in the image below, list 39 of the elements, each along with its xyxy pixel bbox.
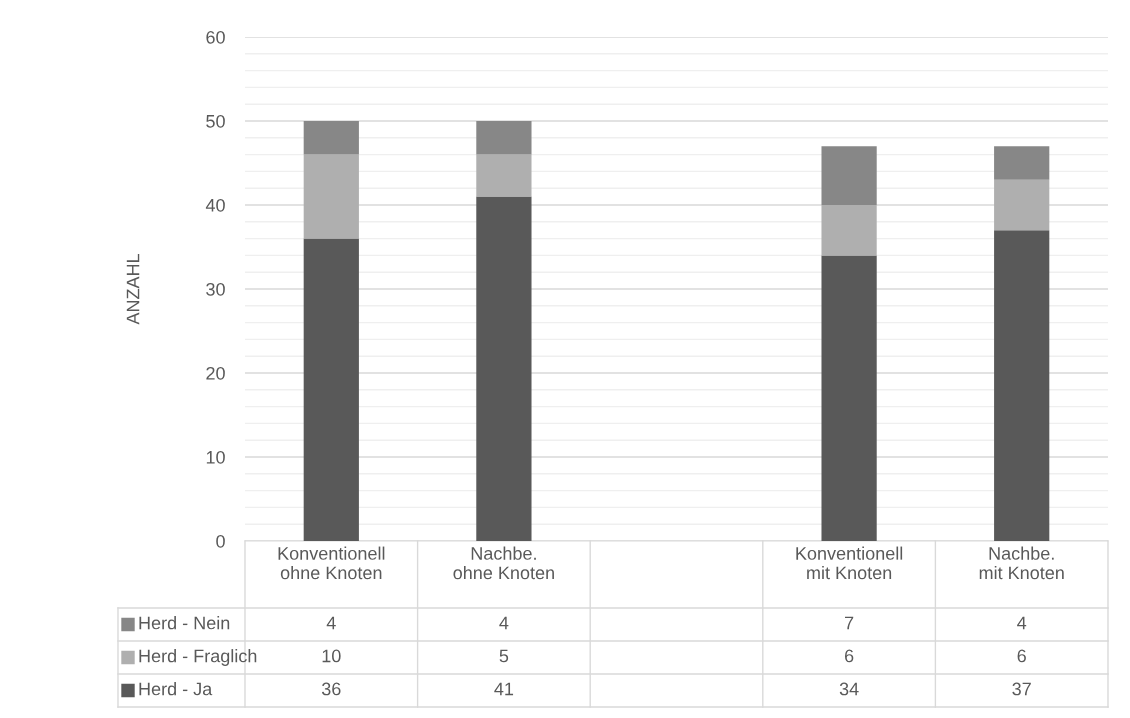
bar xyxy=(821,205,877,256)
data-label: 6 xyxy=(1017,649,1026,663)
legend-label: Herd - Nein xyxy=(139,616,230,630)
y-axis-title: ANZAHL xyxy=(126,253,140,325)
data-label: 4 xyxy=(326,616,336,630)
data-label: 7 xyxy=(845,616,854,630)
data-label: 4 xyxy=(1017,616,1027,630)
bar xyxy=(303,154,359,239)
bar xyxy=(821,255,877,541)
y-tick-label: 10 xyxy=(206,450,225,464)
y-tick-label: 0 xyxy=(216,534,225,548)
data-label: 34 xyxy=(839,682,859,696)
legend-label: Herd - Ja xyxy=(139,682,213,696)
y-tick-label: 20 xyxy=(206,366,225,380)
bar xyxy=(821,146,877,205)
data-label: 36 xyxy=(321,682,341,696)
y-tick-label: 30 xyxy=(206,282,225,296)
bar xyxy=(303,238,359,541)
x-tick-label: Konventionell mit Knoten xyxy=(796,546,903,580)
data-label: 5 xyxy=(499,649,509,663)
bar xyxy=(994,146,1050,180)
legend-label: Herd - Fraglich xyxy=(139,649,257,666)
bar xyxy=(994,230,1050,541)
bar xyxy=(994,179,1050,231)
x-tick-label: Nachbe. mit Knoten xyxy=(979,546,1064,580)
bar xyxy=(476,154,532,197)
y-tick-label: 60 xyxy=(206,30,225,44)
data-label: 4 xyxy=(499,616,509,630)
bar xyxy=(476,121,532,155)
data-label: 37 xyxy=(1012,682,1031,696)
bar xyxy=(476,196,532,541)
y-tick-label: 50 xyxy=(206,114,225,128)
data-label: 10 xyxy=(322,649,341,663)
data-label: 6 xyxy=(845,649,854,663)
y-tick-label: 40 xyxy=(205,198,225,212)
data-label: 41 xyxy=(494,682,514,696)
bar xyxy=(303,121,359,155)
x-tick-label: Konventionell ohne Knoten xyxy=(278,546,385,580)
x-tick-label: Nachbe. ohne Knoten xyxy=(453,546,554,580)
